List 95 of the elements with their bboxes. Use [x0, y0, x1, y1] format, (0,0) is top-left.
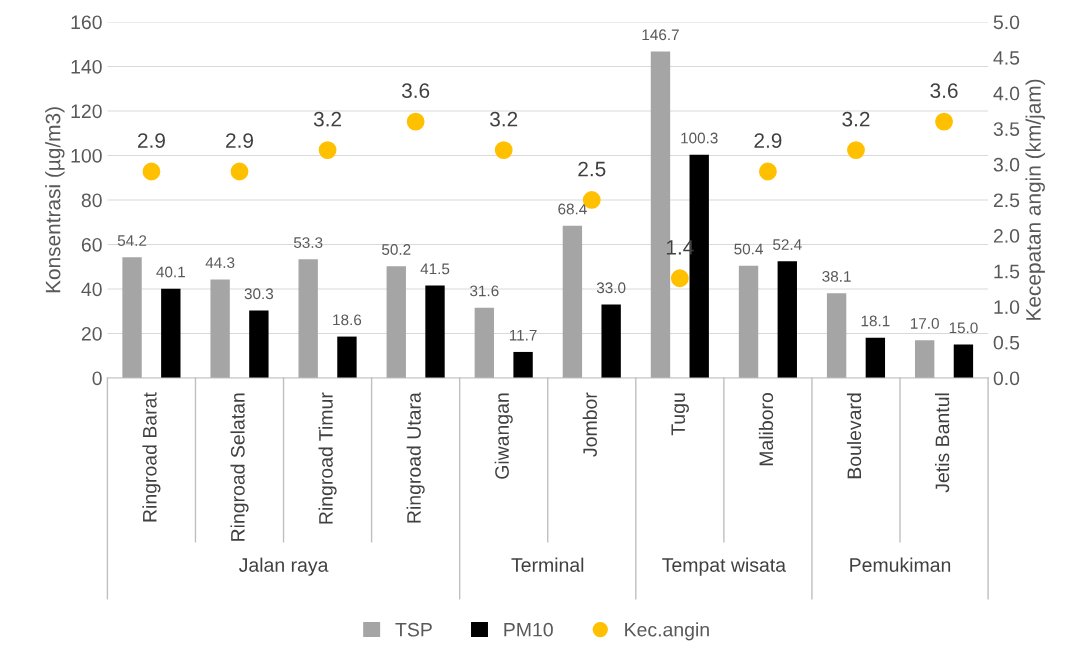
- bar: [826, 293, 847, 378]
- x-tick-label: Ringroad Selatan: [230, 393, 249, 541]
- data-label: 44.3: [205, 257, 235, 269]
- bar: [210, 279, 230, 378]
- x-tick-label: Maliboro: [758, 393, 774, 466]
- bar: [474, 307, 495, 378]
- x-tick-label: Ringroad Barat: [142, 392, 161, 522]
- x-tick-label: Giwangan: [494, 393, 513, 479]
- data-label: 2.9: [754, 133, 782, 148]
- data-label: 3.6: [930, 83, 958, 99]
- data-label: 68.4: [558, 203, 587, 215]
- y2-tick-label: 1.5: [994, 264, 1020, 279]
- data-label: 52.4: [773, 239, 802, 251]
- point: [406, 112, 425, 131]
- x-tick-label: Ringroad Timur: [318, 392, 337, 524]
- data-label: 2.9: [226, 133, 253, 148]
- x-tick-label: Ringroad Utara: [406, 392, 425, 523]
- y-tick-label: 120: [71, 104, 102, 119]
- data-label: 100.3: [681, 132, 718, 144]
- data-label: 54.2: [117, 235, 147, 247]
- y2-tick-label: 3.5: [993, 122, 1020, 136]
- point: [670, 269, 689, 288]
- data-label: 15.0: [949, 322, 978, 334]
- data-label: 40.1: [156, 266, 185, 278]
- data-label: 11.7: [509, 329, 537, 341]
- text: Pemukiman: [850, 557, 951, 572]
- data-label: 146.7: [642, 29, 679, 41]
- data-label: 3.2: [842, 111, 870, 127]
- y2-tick-label: 0.0: [993, 371, 1020, 386]
- point: [318, 141, 337, 160]
- y-tick-label: 80: [81, 193, 102, 208]
- data-label: 2.5: [578, 161, 606, 177]
- x-tick-label: Boulevard: [846, 393, 862, 479]
- x-tick-label: Jetis Bantul: [934, 393, 950, 493]
- bar: [386, 266, 406, 378]
- point: [847, 141, 865, 160]
- bar: [601, 304, 621, 378]
- data-label: 53.3: [293, 237, 323, 249]
- point: [230, 162, 249, 181]
- y-tick-label: 20: [81, 326, 102, 341]
- bar: [513, 351, 533, 378]
- data-label: 17.0: [910, 317, 939, 329]
- y-tick-label: 0: [92, 371, 102, 386]
- point: [142, 162, 161, 181]
- bar: [425, 285, 445, 378]
- data-label: 33.0: [596, 282, 626, 294]
- y-tick-label: 100: [71, 148, 102, 163]
- bar: [122, 257, 142, 378]
- text: Tempat wisata: [662, 557, 787, 576]
- y2-tick-label: 3.0: [993, 157, 1020, 172]
- point: [758, 162, 777, 181]
- data-label: 3.2: [490, 111, 518, 127]
- bar: [914, 340, 935, 378]
- data-label: 3.6: [401, 83, 430, 99]
- data-label: 41.5: [420, 263, 450, 275]
- data-label: 3.2: [313, 111, 342, 127]
- y2-axis-title: Kecepatan angin (km/jam): [1025, 79, 1045, 320]
- point: [494, 141, 513, 160]
- bar: [738, 265, 759, 378]
- bar: [953, 344, 974, 378]
- data-label: 18.1: [861, 315, 890, 327]
- legend-label: PM10: [504, 622, 553, 637]
- x-tick-label: Tugu: [671, 393, 689, 436]
- data-label: 18.6: [333, 314, 362, 326]
- y2-tick-label: 2.5: [993, 193, 1020, 208]
- y-tick-label: 160: [71, 15, 102, 30]
- bar: [249, 310, 269, 378]
- data-label: 50.2: [382, 244, 411, 255]
- bar: [161, 288, 181, 378]
- legend-label: Kec.angin: [625, 622, 709, 641]
- data-label: 50.4: [734, 243, 763, 255]
- bar: [777, 261, 797, 378]
- text: Jalan raya: [238, 557, 329, 576]
- point: [935, 112, 953, 131]
- bar: [337, 336, 357, 378]
- data-label: 30.3: [244, 288, 274, 300]
- bar: [865, 337, 886, 378]
- y-axis-title: Konsentrasi (µg/m3): [45, 107, 65, 293]
- legend-label: TSP: [395, 622, 432, 637]
- y2-tick-label: 2.0: [993, 229, 1020, 243]
- data-label: 31.6: [470, 285, 499, 297]
- data-label: 38.1: [822, 271, 851, 282]
- y2-tick-label: 5.0: [993, 15, 1020, 30]
- bar: [562, 225, 583, 378]
- y2-tick-label: 0.5: [993, 335, 1020, 350]
- y2-tick-label: 4.5: [993, 51, 1020, 65]
- y2-tick-label: 1.0: [994, 300, 1020, 314]
- bar: [298, 259, 318, 378]
- x-tick-label: Jombor: [582, 392, 597, 457]
- y-tick-label: 60: [81, 237, 102, 252]
- y-tick-label: 40: [81, 282, 102, 297]
- y-tick-label: 140: [71, 59, 102, 74]
- y2-tick-label: 4.0: [993, 86, 1020, 101]
- data-label: 2.9: [138, 133, 165, 148]
- text: Terminal: [511, 557, 584, 572]
